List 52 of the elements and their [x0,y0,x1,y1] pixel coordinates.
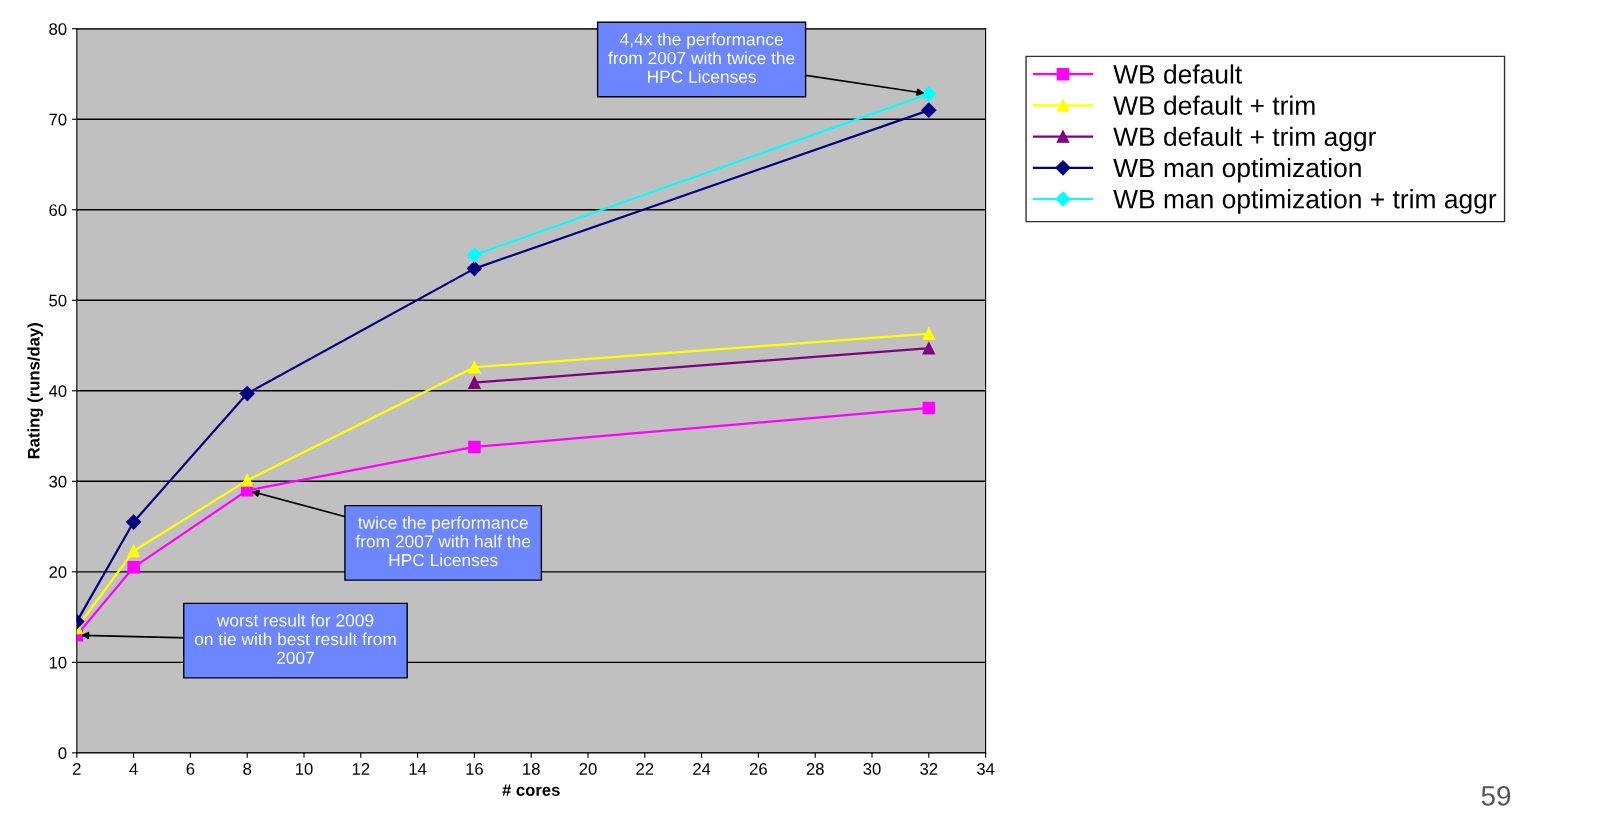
legend-label: WB man optimization [1113,157,1361,183]
text: 59 [1481,785,1511,806]
point [468,376,481,389]
y-tick-label: 30 [49,475,67,488]
x-axis-title: # cores [502,784,560,796]
point [127,544,140,558]
y-axis-title: Rating (runs/day) [27,323,43,459]
y-tick-label: 10 [49,656,67,669]
x-tick-label: 22 [636,763,654,775]
annotation: twice the performance from 2007 with half the HPC Licenses [355,516,531,567]
point [127,561,140,574]
point [922,342,936,355]
y-tick-label: 70 [49,113,67,126]
x-tick-label: 30 [863,763,881,775]
y-tick-label: 20 [49,566,67,579]
x-tick-label: 4 [129,763,138,775]
x-tick-label: 14 [409,763,427,775]
legend-label: WB default [1113,64,1243,84]
point [921,86,937,102]
point [468,440,481,454]
annotation: worst result for 2009 on tie with best result from 2007 [194,613,396,664]
legend-label: WB default + trim aggr [1113,126,1376,152]
point [466,247,482,263]
x-tick-label: 12 [352,763,370,775]
x-tick-label: 26 [749,763,767,775]
legend-label: WB man optimization + trim aggr [1113,189,1497,214]
x-tick-label: 10 [296,763,313,775]
x-tick-label: 18 [523,763,540,775]
point [239,385,255,402]
x-tick-label: 16 [466,763,483,775]
point [240,474,254,487]
x-tick-label: 6 [186,763,195,775]
y-tick-label: 50 [49,294,67,307]
y-tick-label: 40 [48,385,67,397]
point [466,261,482,277]
point [126,514,142,530]
x-tick-label: 2 [73,763,81,775]
y-tick-label: 60 [49,204,67,216]
point [468,361,481,374]
y-tick-label: 80 [49,23,67,35]
point [921,102,937,118]
x-tick-label: 8 [243,763,252,775]
point [922,327,936,341]
x-tick-label: 34 [976,763,995,775]
x-tick-label: 20 [579,763,597,775]
y-tick-label: 0 [58,747,67,760]
x-tick-label: 24 [693,763,711,775]
x-tick-label: 32 [920,763,938,775]
point [922,401,936,415]
legend-label: WB default + trim [1113,95,1315,115]
annotation: 4,4x the performance from 2007 with twice the HPC Licenses [608,32,795,83]
x-tick-label: 28 [806,763,824,775]
